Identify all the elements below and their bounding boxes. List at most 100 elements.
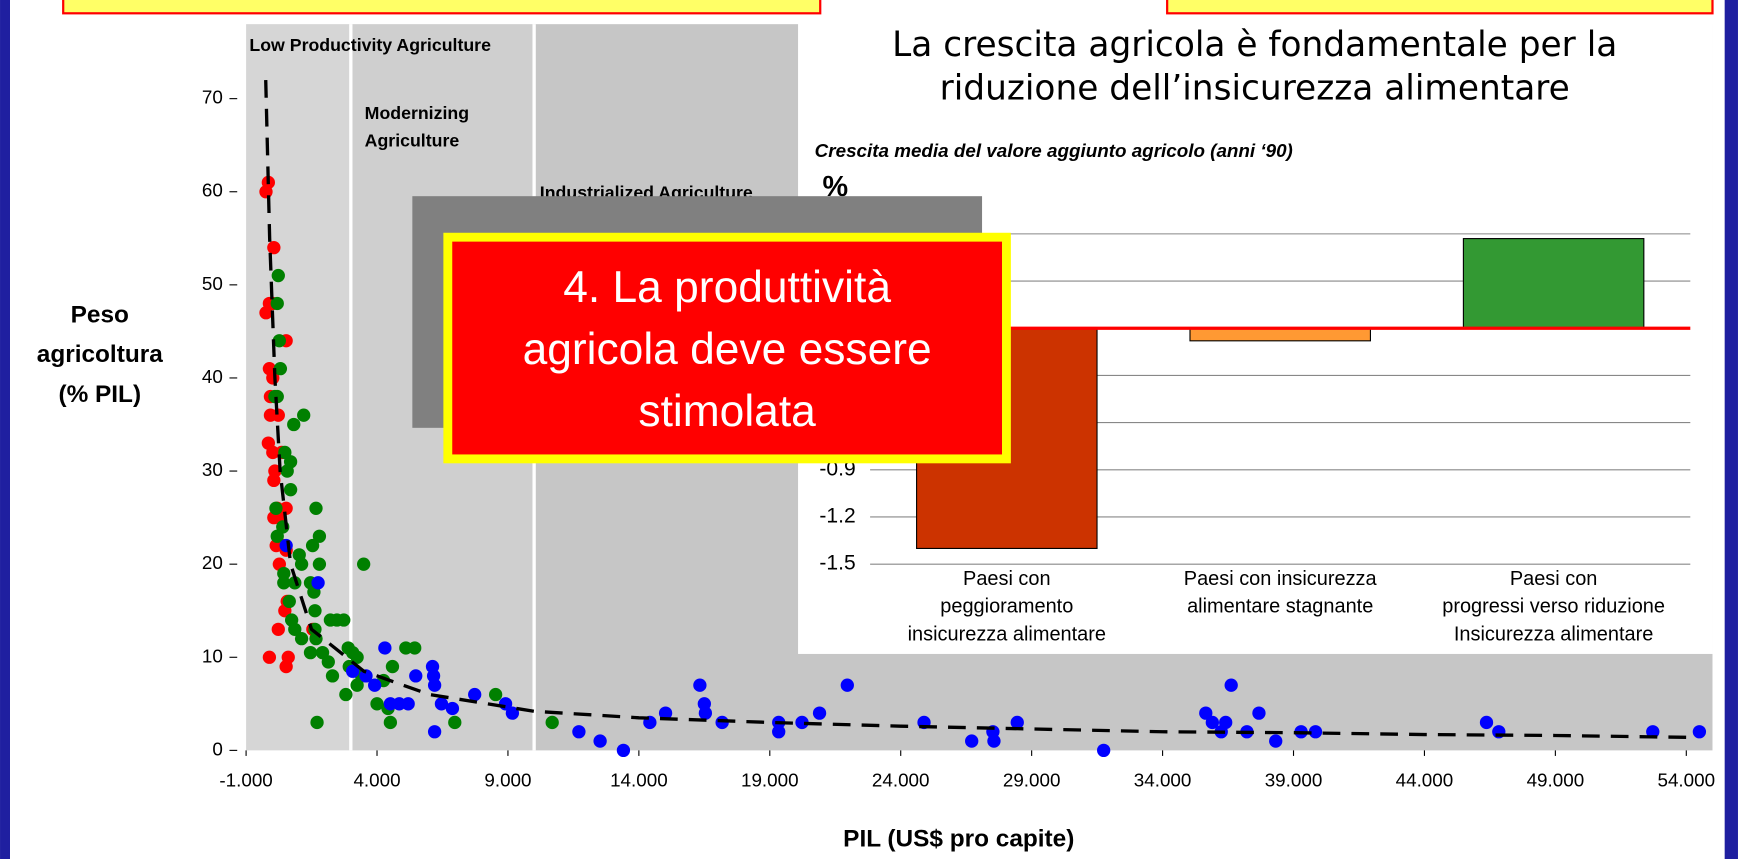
x-tick-label: 24.000 — [872, 769, 930, 790]
category-label: Paesi con — [1510, 568, 1598, 590]
scatter-point — [965, 734, 979, 748]
scatter-point — [337, 613, 351, 627]
scatter-point — [325, 669, 340, 683]
scatter-point — [698, 706, 713, 720]
scatter-point — [312, 529, 327, 543]
scatter-point — [346, 664, 360, 678]
scatter-point — [277, 566, 291, 581]
scatter-point — [593, 734, 607, 748]
x-tick-label: 9.000 — [484, 769, 531, 790]
scatter-point — [378, 641, 392, 655]
scatter-point — [267, 473, 281, 488]
scatter-point — [270, 296, 284, 311]
scatter-point — [505, 706, 520, 720]
category-label: Insicurezza alimentare — [1454, 623, 1653, 645]
scatter-point — [259, 306, 273, 320]
scatter-point — [1269, 734, 1283, 748]
scatter-point — [693, 678, 707, 692]
inset-y-tick-label: -1.5 — [819, 552, 855, 575]
scatter-point — [427, 678, 442, 692]
x-tick-label: 39.000 — [1265, 769, 1323, 790]
scatter-point — [445, 701, 460, 716]
category-label: Paesi con — [963, 568, 1051, 590]
scatter-point — [616, 743, 631, 758]
scatter-point — [1199, 706, 1213, 720]
scatter-point — [271, 622, 285, 636]
callout-text: 4. La produttività — [563, 263, 891, 312]
x-tick-label: -1.000 — [219, 769, 272, 790]
scatter-point — [1692, 725, 1707, 739]
scatter-point — [287, 417, 301, 432]
category-label: insicurezza alimentare — [908, 623, 1106, 645]
scatter-point — [279, 501, 293, 515]
scatter-point — [339, 687, 353, 702]
scatter-point — [294, 632, 309, 646]
callout-box — [443, 232, 1011, 464]
scatter-point — [277, 576, 291, 590]
scatter-point — [1646, 725, 1660, 739]
scatter-point — [409, 669, 423, 683]
scatter-point — [270, 529, 284, 543]
callout-text: agricola deve essere — [523, 325, 932, 374]
y-tick-label: 20 — [202, 552, 223, 573]
scatter-point — [270, 389, 284, 404]
scatter-point — [269, 501, 283, 515]
scatter-point — [448, 715, 462, 730]
scatter-point — [310, 715, 324, 730]
scatter-point — [279, 538, 293, 553]
x-tick-label: 29.000 — [1003, 769, 1061, 790]
scatter-point — [572, 725, 586, 739]
x-tick-label: 44.000 — [1396, 769, 1454, 790]
scatter-point — [350, 650, 364, 664]
scatter-point — [392, 697, 406, 711]
category-label: peggioramento — [940, 596, 1073, 618]
y-axis-label: Peso — [71, 301, 129, 328]
scatter-point — [282, 594, 296, 609]
scatter-point — [267, 240, 281, 255]
inset-y-tick-label: -1.2 — [819, 505, 855, 528]
scatter-point — [1205, 715, 1219, 730]
left-border — [0, 0, 11, 859]
y-tick-label: 40 — [202, 366, 223, 387]
scatter-point — [385, 659, 400, 674]
scatter-point — [383, 715, 398, 730]
callout-text: stimolata — [638, 387, 816, 436]
y-tick-label: 50 — [202, 273, 223, 294]
scatter-point — [280, 464, 294, 478]
scatter-point — [283, 483, 298, 497]
scatter-point — [312, 557, 327, 571]
category-label: Paesi con insicurezza — [1184, 568, 1378, 590]
scatter-point — [288, 622, 302, 636]
scatter-point — [1010, 715, 1024, 730]
scatter-point — [795, 715, 809, 730]
scatter-point — [1479, 715, 1494, 730]
scatter-point — [370, 697, 384, 711]
scatter-point — [840, 678, 854, 692]
scatter-point — [259, 185, 273, 199]
y-tick-label: 30 — [202, 459, 223, 480]
scatter-point — [279, 659, 293, 674]
x-tick-label: 34.000 — [1134, 769, 1192, 790]
scatter-point — [262, 650, 277, 664]
region-label: Low Productivity Agriculture — [249, 35, 491, 55]
x-tick-label: 4.000 — [353, 769, 400, 790]
category-label: progressi verso riduzione — [1442, 596, 1665, 618]
scatter-point — [294, 557, 309, 571]
trend-line — [264, 79, 1687, 740]
scatter-point — [359, 669, 373, 683]
scatter-point — [434, 697, 449, 711]
x-tick-label: 54.000 — [1658, 769, 1716, 790]
scatter-point — [305, 538, 320, 553]
scatter-point — [1252, 706, 1266, 720]
scatter-point — [357, 557, 371, 571]
right-border — [1724, 0, 1738, 859]
scatter-point — [658, 706, 673, 720]
bar — [1189, 327, 1371, 342]
scatter-point — [311, 576, 325, 590]
scatter-point — [321, 655, 335, 669]
scatter-point — [1308, 725, 1323, 739]
scatter-point — [303, 645, 318, 660]
scatter-point — [1097, 743, 1111, 758]
scatter-point — [272, 334, 286, 348]
